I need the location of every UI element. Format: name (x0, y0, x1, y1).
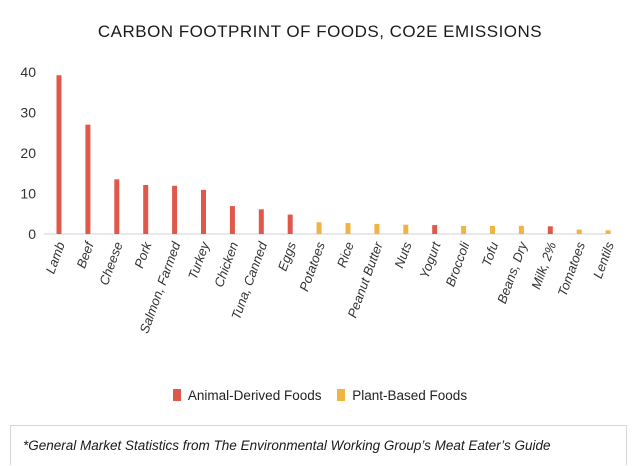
bar (432, 225, 438, 234)
bar (316, 222, 322, 234)
x-tick-label: Tomatoes (555, 239, 589, 298)
bar (605, 230, 611, 234)
x-tick-label: Potatoes (296, 239, 328, 293)
y-tick-label: 0 (28, 226, 36, 242)
y-axis: 0 10 20 30 40 (20, 64, 606, 242)
legend-item-plant: Plant-Based Foods (337, 388, 467, 403)
bar (172, 185, 178, 234)
legend-label-plant: Plant-Based Foods (352, 388, 468, 403)
bars (56, 75, 611, 235)
bar (56, 75, 62, 235)
bar (287, 214, 293, 234)
bar (114, 179, 120, 234)
bar (258, 209, 264, 234)
y-tick-label: 30 (20, 105, 36, 121)
bar (518, 225, 524, 234)
bar (576, 229, 582, 234)
x-tick-label: Beef (73, 239, 97, 271)
y-tick-label: 10 (20, 186, 36, 202)
bar (547, 226, 553, 234)
x-tick-label: Lentils (590, 239, 617, 280)
x-tick-label: Nuts (391, 239, 414, 270)
x-tick-label: Pork (131, 238, 155, 270)
x-tick-label: Cheese (96, 240, 125, 287)
bar (490, 225, 495, 234)
x-tick-label: Eggs (275, 239, 299, 272)
y-tick-label: 20 (20, 145, 36, 161)
x-tick-label: Yogurt (417, 239, 444, 281)
source-footnote: *General Market Statistics from The Envi… (10, 425, 627, 465)
legend: Animal-Derived Foods Plant-Based Foods (0, 388, 640, 403)
x-tick-label: Chicken (211, 240, 241, 289)
legend-swatch-plant (337, 389, 346, 401)
bar (345, 223, 351, 234)
chart-title: CARBON FOOTPRINT OF FOODS, CO2E EMISSION… (97, 22, 543, 41)
x-tick-label: Turkey (185, 238, 213, 281)
x-tick-label: Milk, 2% (528, 240, 559, 291)
x-tick-label: Rice (334, 240, 357, 270)
legend-item-animal: Animal-Derived Foods (172, 388, 322, 403)
bar (143, 184, 149, 234)
x-tick-label: Broccoli (443, 239, 473, 289)
y-tick-label: 40 (20, 64, 36, 80)
bar (461, 225, 467, 234)
x-tick-label: Lamb (43, 240, 68, 276)
bar (403, 224, 409, 234)
legend-swatch-animal (172, 389, 181, 401)
bar (229, 206, 235, 234)
bar (201, 189, 206, 234)
bar (374, 223, 380, 234)
legend-label-animal: Animal-Derived Foods (187, 388, 322, 403)
x-tick-label: Tofu (479, 240, 502, 268)
bar (85, 124, 91, 234)
